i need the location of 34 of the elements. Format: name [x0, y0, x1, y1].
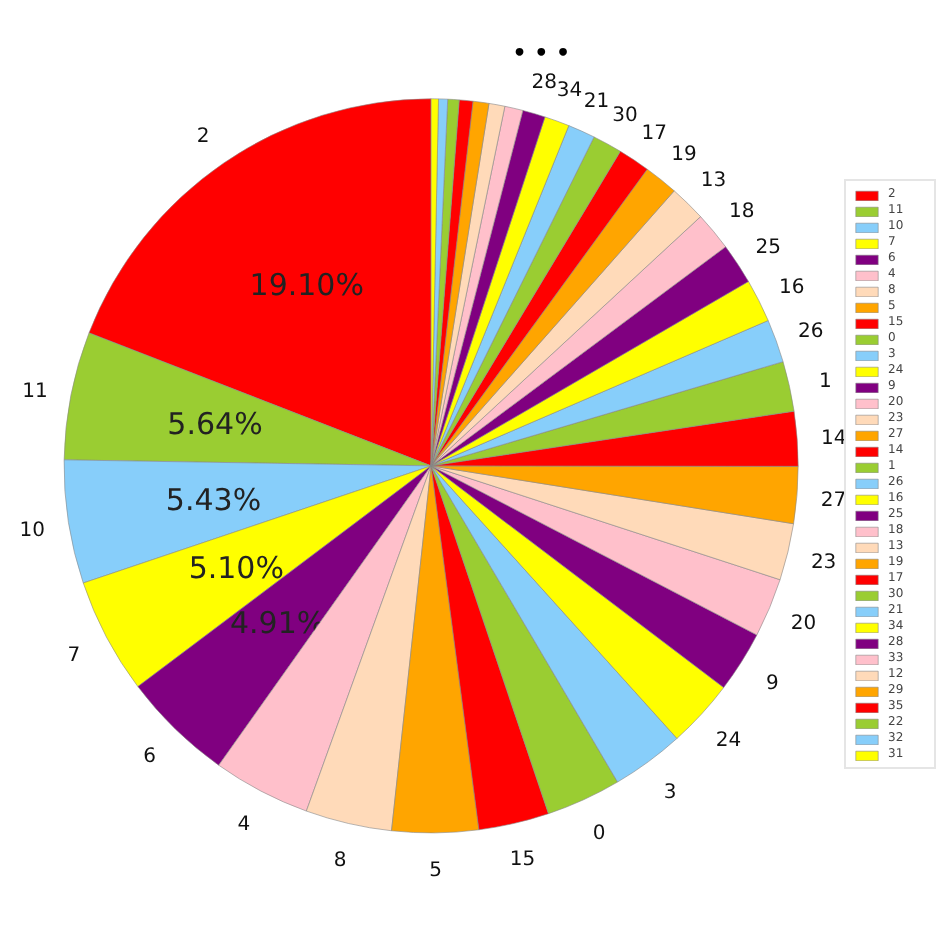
slice-label: 1 — [818, 370, 832, 393]
data-label: 5.64% — [167, 405, 263, 442]
slice-label: 16 — [778, 276, 805, 299]
slice-label: 28 — [531, 71, 557, 94]
data-label: 5.43% — [165, 481, 262, 518]
slice-label: 20 — [790, 613, 817, 636]
slice-label: 23 — [810, 552, 837, 575]
slice-label: 30 — [612, 105, 638, 128]
slice-label: 21 — [583, 91, 610, 114]
slice-label: 3 — [663, 781, 677, 804]
slice-label: 18 — [729, 201, 755, 224]
slice-label: 10 — [19, 519, 45, 542]
slice-label: 34 — [556, 80, 583, 103]
slice-label: 15 — [509, 849, 536, 872]
slice-label: 24 — [715, 729, 742, 752]
slice-label: 7 — [67, 645, 81, 668]
slice-label: 0 — [592, 823, 606, 846]
text: • • • — [512, 39, 571, 66]
slice-label: 26 — [798, 320, 824, 343]
slice-label: 2 — [196, 126, 210, 149]
data-label: 5.10% — [188, 550, 284, 587]
slice-label: 14 — [821, 428, 847, 451]
slice-label: 19 — [671, 144, 697, 167]
slice-label: 8 — [333, 849, 347, 872]
slice-label: 11 — [22, 380, 48, 403]
slice-label: 9 — [766, 672, 779, 695]
slice-label: 27 — [820, 489, 847, 512]
slice-label: 4 — [237, 814, 251, 837]
slice-label: 25 — [755, 236, 781, 259]
slice-label: 5 — [429, 859, 443, 882]
slice-label: 6 — [143, 746, 157, 769]
slice-label: 13 — [700, 170, 727, 193]
data-label: 19.10% — [249, 266, 364, 303]
slice-label: 17 — [641, 122, 668, 145]
